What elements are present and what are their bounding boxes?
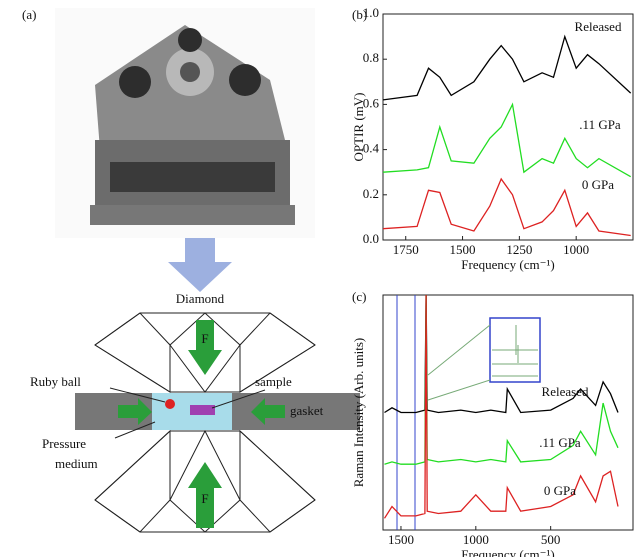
x-tick-label: 1500 [388, 532, 414, 547]
x-tick-label: 500 [541, 532, 561, 547]
x-tick-label: 1750 [393, 242, 419, 257]
force-label: F [201, 331, 208, 346]
y-tick-label: 0.0 [363, 231, 379, 246]
y-tick-label: 1.0 [363, 5, 379, 20]
x-axis-label: Frequency (cm⁻¹) [461, 257, 554, 272]
arrow [168, 238, 232, 292]
series-label: Released [575, 19, 622, 34]
panel-label: (c) [352, 289, 366, 304]
series-label: 0 GPa [582, 177, 614, 192]
series-label: .11 GPa [579, 117, 621, 132]
y-axis-label: Raman Intensity (Arb. units) [351, 338, 366, 487]
series-label: 0 GPa [544, 483, 576, 498]
inset-link [428, 325, 490, 400]
y-axis-label: OPTIR (mV) [351, 93, 366, 162]
cell-photo [55, 8, 315, 238]
series-label: Released [542, 384, 589, 399]
medium-label: Pressure [42, 436, 86, 451]
spectrum [383, 104, 631, 176]
figure: (a) (b) (c) Diamond F F Ruby ball sample… [0, 0, 636, 557]
sample [190, 405, 215, 415]
series-group [383, 37, 631, 236]
y-tick-label: 0.8 [363, 50, 379, 65]
diamond-label: Diamond [176, 291, 225, 306]
x-tick-label: 1000 [463, 532, 489, 547]
sample-label: sample [255, 374, 292, 389]
x-tick-label: 1250 [506, 242, 532, 257]
ruby-label: Ruby ball [30, 374, 81, 389]
x-tick-label: 1000 [563, 242, 589, 257]
medium-label: medium [55, 456, 98, 471]
gasket-label: gasket [290, 403, 324, 418]
series-label: .11 GPa [539, 435, 581, 450]
ruby [165, 399, 175, 409]
x-axis-label: Frequency (cm⁻¹) [461, 547, 554, 557]
panel-label: (a) [22, 7, 36, 22]
force-label: F [201, 491, 208, 506]
spectrum [383, 37, 631, 100]
y-tick-label: 0.2 [363, 186, 379, 201]
x-tick-label: 1500 [450, 242, 476, 257]
